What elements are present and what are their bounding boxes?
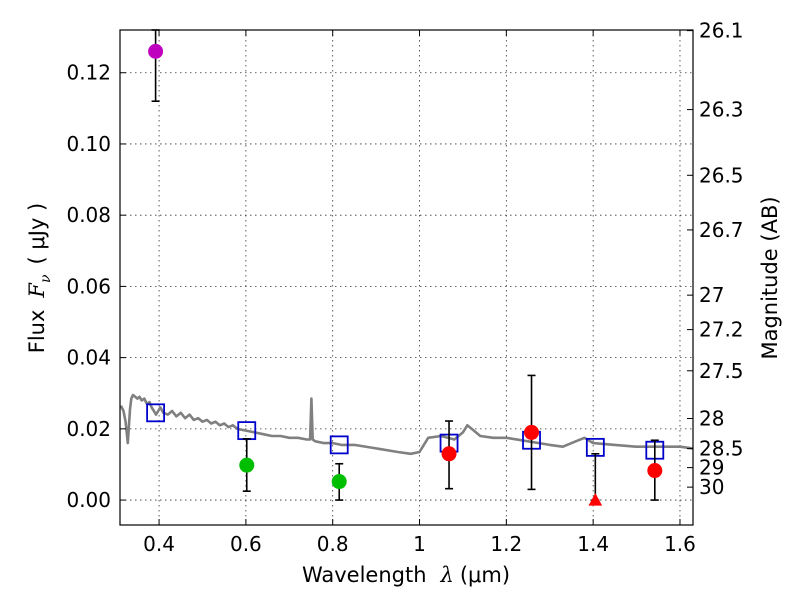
x-axis-label: Wavelength λ (μm) [302, 563, 510, 587]
y-tick-label: 0.02 [66, 417, 111, 441]
observed-point [148, 43, 164, 59]
observed-point [331, 474, 347, 490]
y-tick-label: 0.00 [66, 488, 111, 512]
sed-model-layer [119, 393, 694, 456]
y2-tick-label: 30 [699, 475, 724, 499]
y-tick-label: 0.10 [66, 132, 111, 156]
y-tick-label: 0.06 [66, 274, 111, 298]
y-tick-label: 0.04 [66, 346, 111, 370]
y2-tick-label: 26.5 [699, 163, 744, 187]
ticks: 0.4 0.6 0.8 1 1.2 1.4 1.6 0.00 0.02 0.04 0.06 0.08 0… [66, 19, 743, 556]
observed-point [524, 424, 540, 440]
x-tick-label: 1.4 [577, 532, 609, 556]
x-tick-label: 1.2 [490, 532, 522, 556]
y-tick-label: 0.08 [66, 203, 111, 227]
x-tick-label: 0.6 [230, 532, 262, 556]
y2-tick-label: 28 [699, 406, 724, 430]
plot-frame [119, 29, 694, 526]
y-tick-label: 0.12 [66, 61, 111, 85]
observations-layer [148, 29, 663, 506]
sed-model-line [119, 393, 694, 456]
y2-tick-label: 26.3 [699, 98, 744, 122]
grid [120, 30, 693, 525]
y2-tick-label: 29 [699, 456, 724, 480]
x-tick-label: 0.4 [143, 532, 175, 556]
observed-point [647, 463, 663, 479]
x-tick-label: 0.8 [317, 532, 349, 556]
model-point-square [329, 435, 349, 455]
y2-axis-label: Magnitude (AB) [758, 196, 782, 359]
y2-tick-label: 28.5 [699, 437, 744, 461]
y2-tick-label: 27.5 [699, 359, 744, 383]
y2-tick-label: 26.1 [699, 19, 744, 43]
x-tick-label: 1.6 [664, 532, 696, 556]
y2-tick-label: 27 [699, 283, 724, 307]
observed-point [441, 446, 457, 462]
model-points-layer [146, 403, 665, 460]
y-axis-label: FluxFν( μJy ) [25, 203, 54, 353]
model-point-square [146, 403, 165, 423]
y2-tick-label: 27.2 [699, 318, 744, 342]
x-tick-label: 1 [413, 532, 426, 556]
y2-tick-label: 26.7 [699, 218, 744, 242]
observed-point [239, 457, 255, 473]
upper-limit-triangle [588, 493, 603, 506]
